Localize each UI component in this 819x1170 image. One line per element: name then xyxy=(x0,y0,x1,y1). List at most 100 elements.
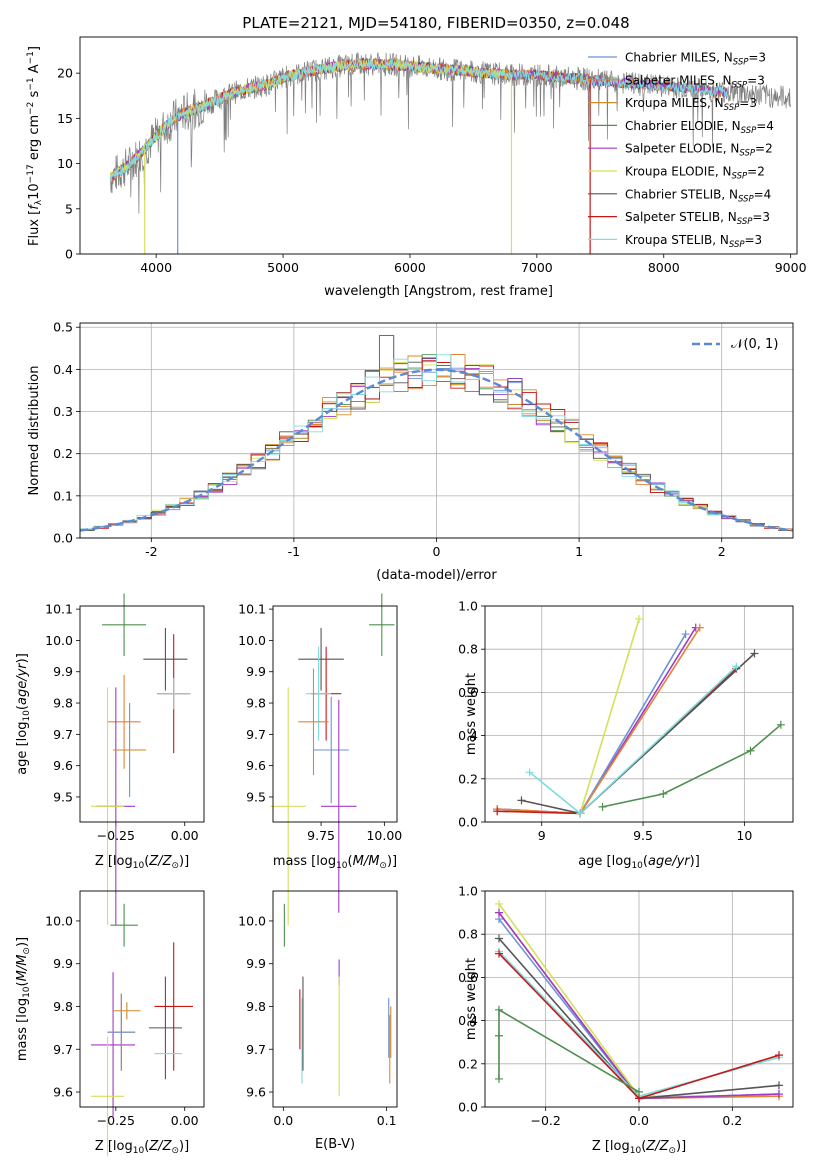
x-tick-label: 10 xyxy=(736,828,752,843)
mass-ebv-xlabel: E(B-V) xyxy=(315,1137,355,1152)
age-z-xlabel: Z [log10(Z/Z⊙)] xyxy=(95,854,189,871)
x-tick-label: −0.25 xyxy=(97,1113,135,1128)
y-tick-label: 10.1 xyxy=(238,602,266,617)
lines-mw-z xyxy=(495,899,783,1103)
y-tick-label: 9.5 xyxy=(53,789,73,804)
y-tick-label: 9.8 xyxy=(53,999,73,1014)
mass-weight-line xyxy=(497,627,701,815)
y-tick-label: 10.1 xyxy=(45,602,73,617)
y-tick-label: 9.6 xyxy=(246,758,266,773)
y-tick-label: 0.2 xyxy=(458,1056,478,1071)
mass-weight-marker xyxy=(495,908,503,917)
legend-entry: Kroupa STELIB, NSSP=3 xyxy=(625,233,762,250)
y-tick-label: 0.2 xyxy=(53,446,73,461)
mass-weight-marker xyxy=(775,1090,783,1099)
y-tick-label: 9.6 xyxy=(246,1085,266,1100)
y-tick-label: 9.6 xyxy=(53,1085,73,1100)
mass-weight-marker xyxy=(525,768,534,777)
mass-weight-line xyxy=(602,724,782,808)
y-tick-label: 15 xyxy=(57,111,73,126)
gaussian-curve xyxy=(80,368,793,532)
y-tick-label: 0.8 xyxy=(458,642,478,657)
x-tick-label: 1 xyxy=(575,544,583,559)
age-mass-xlabel: mass [log10(M/M⊙)] xyxy=(273,854,397,871)
spectrum-xlabel: wavelength [Angstrom, rest frame] xyxy=(324,284,553,299)
mass-weight-marker xyxy=(493,807,502,816)
y-tick-label: 0.1 xyxy=(53,488,73,503)
y-tick-label: 1.0 xyxy=(458,884,478,899)
mass-weight-line xyxy=(497,633,687,815)
model-spectrum-8 xyxy=(110,58,728,182)
mass-weight-marker xyxy=(598,802,607,811)
y-tick-label: 0.5 xyxy=(53,320,73,335)
mass-ebv-frame xyxy=(272,890,398,1108)
legend-entry: Salpeter MILES, NSSP=3 xyxy=(625,73,765,90)
mass-weight-marker xyxy=(495,949,503,958)
mass-z-ylabel: mass [log10(M/M⊙)] xyxy=(15,937,32,1061)
y-tick-label: 0.0 xyxy=(458,815,478,830)
y-tick-label: 10.0 xyxy=(45,913,73,928)
legend-entry: Chabrier MILES, NSSP=3 xyxy=(625,51,766,68)
axes-residuals: -2 -1 0 1 2 0.0 0.1 0.2 0.3 0.4 0.5 xyxy=(53,320,793,559)
y-tick-label: 0.6 xyxy=(458,685,478,700)
errorbars-mass-z xyxy=(91,903,193,1157)
age-z-frame xyxy=(79,605,205,823)
axes-age-mass: 9.75 10.00 9.5 9.6 9.7 9.8 9.9 10.0 10.1 xyxy=(238,602,402,843)
y-tick-label: 9.8 xyxy=(53,696,73,711)
axes-spectrum: 4000 5000 6000 7000 8000 9000 0 5 10 15 20 xyxy=(57,66,807,275)
y-tick-label: 9.7 xyxy=(246,1042,266,1057)
legend-entry: Salpeter ELODIE, NSSP=2 xyxy=(625,142,773,159)
y-tick-label: 9.8 xyxy=(246,696,266,711)
mass-weight-line xyxy=(521,652,756,815)
x-tick-label: 5000 xyxy=(267,260,299,275)
mass-weight-marker xyxy=(635,614,643,623)
mass-weight-line xyxy=(498,1008,640,1093)
x-tick-label: 0.1 xyxy=(377,1113,397,1128)
x-tick-label: 4000 xyxy=(140,260,172,275)
y-tick-label: 10 xyxy=(57,156,73,171)
mass-weight-marker xyxy=(576,809,585,818)
legend-entry: Kroupa MILES, NSSP=3 xyxy=(625,96,757,113)
mass-weight-marker xyxy=(495,899,503,908)
age-mass-frame xyxy=(272,605,398,823)
mass-weight-line xyxy=(497,618,640,815)
legend-entry: Salpeter STELIB, NSSP=3 xyxy=(625,210,770,227)
x-tick-label: 0 xyxy=(433,544,441,559)
x-tick-label: 0.00 xyxy=(171,828,199,843)
x-tick-label: 8000 xyxy=(648,260,680,275)
mass-weight-marker xyxy=(495,1031,503,1040)
x-tick-label: 0.2 xyxy=(722,1113,742,1128)
y-tick-label: 10.0 xyxy=(45,633,73,648)
x-tick-label: -2 xyxy=(145,544,157,559)
x-tick-label: 0.00 xyxy=(171,1113,199,1128)
x-tick-label: 9 xyxy=(538,828,546,843)
mass-weight-marker xyxy=(659,789,668,798)
mass-weight-marker xyxy=(695,623,704,632)
y-tick-label: 9.9 xyxy=(246,664,266,679)
spectrum-frame xyxy=(79,36,798,255)
y-tick-label: 10.0 xyxy=(238,913,266,928)
y-tick-label: 0.2 xyxy=(458,771,478,786)
errorbars-age-z xyxy=(91,593,191,926)
mw-z-xlabel: Z [log10(Z/Z⊙)] xyxy=(592,1139,686,1156)
mass-weight-marker xyxy=(775,1051,783,1060)
mass-weight-marker xyxy=(635,1087,643,1096)
errorbars-mass-ebv xyxy=(283,903,392,1097)
mass-weight-marker xyxy=(775,1081,783,1090)
x-tick-label: 10.00 xyxy=(366,828,402,843)
y-tick-label: 0.0 xyxy=(458,1100,478,1115)
x-tick-label: 9.5 xyxy=(633,828,653,843)
mass-weight-marker xyxy=(750,649,759,658)
y-tick-label: 5 xyxy=(65,201,73,216)
y-tick-label: 9.9 xyxy=(246,956,266,971)
spectrum-lines xyxy=(110,51,792,254)
mass-weight-line xyxy=(529,665,737,815)
legend-entry: Chabrier ELODIE, NSSP=4 xyxy=(625,119,774,136)
mw-age-frame xyxy=(484,605,794,823)
x-tick-label: 9.75 xyxy=(307,828,335,843)
y-tick-label: 9.7 xyxy=(53,1042,73,1057)
y-tick-label: 9.6 xyxy=(53,758,73,773)
residuals-frame xyxy=(79,322,794,539)
mass-z-xlabel: Z [log10(Z/Z⊙)] xyxy=(95,1139,189,1156)
y-tick-label: 9.7 xyxy=(246,727,266,742)
